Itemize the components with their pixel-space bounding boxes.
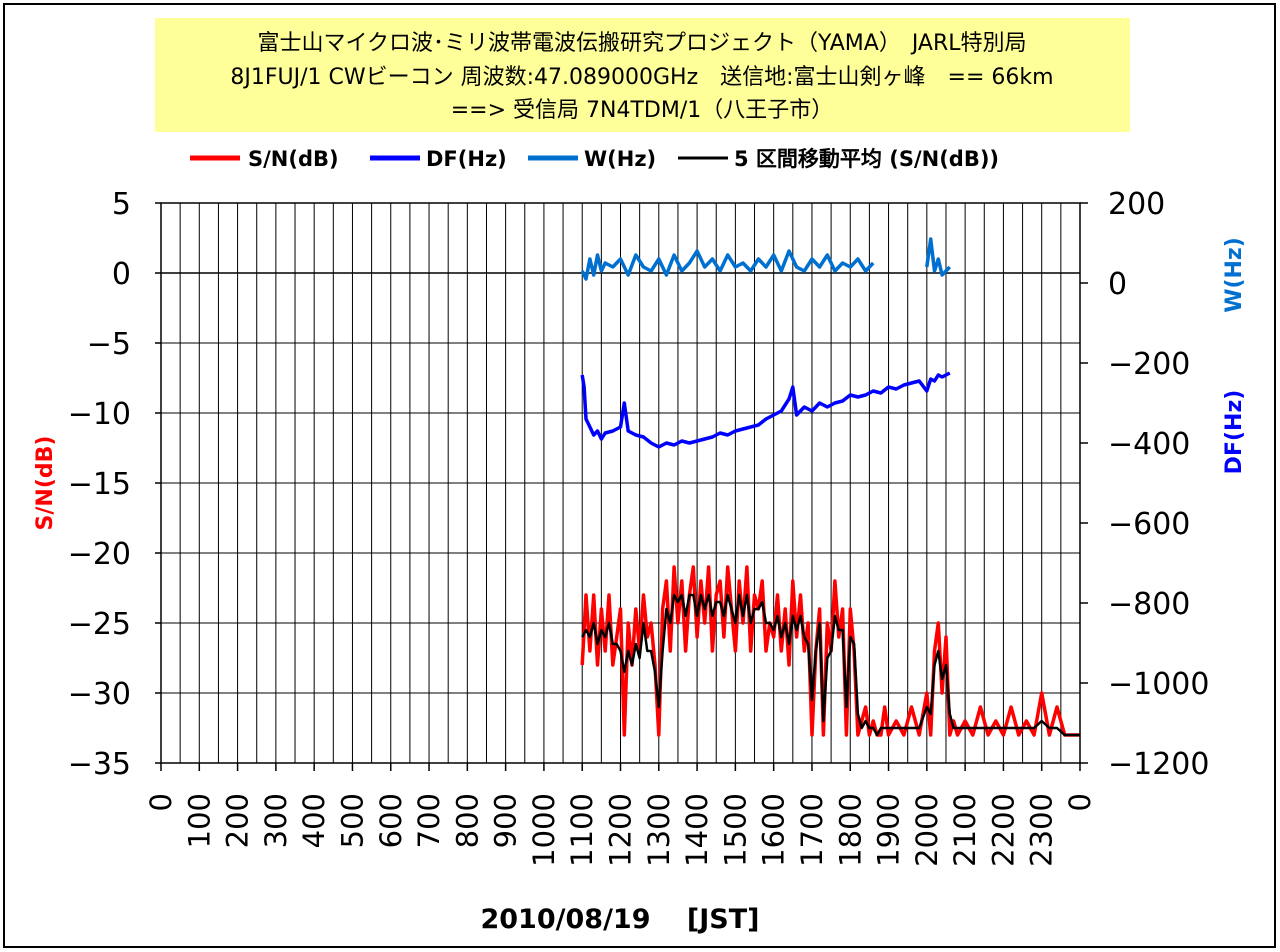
x-tick-label: 1100 bbox=[565, 793, 599, 867]
x-tick-label: 0 bbox=[144, 793, 178, 811]
x-tick-label: 2000 bbox=[910, 793, 944, 867]
x-tick-label: 600 bbox=[374, 793, 408, 848]
x-tick-label: 400 bbox=[297, 793, 331, 848]
legend: S/N(dB) DF(Hz) W(Hz) 5 区間移動平均 (S/N(dB)) bbox=[190, 147, 999, 171]
left-tick-label: −15 bbox=[68, 467, 131, 502]
plot-area bbox=[160, 202, 1081, 764]
right-tick-label: −800 bbox=[1108, 587, 1190, 622]
x-tick-label: 300 bbox=[259, 793, 293, 848]
left-axis-ticks: 5 0 −5 −10 −15 −20 −25 −30 −35 bbox=[68, 187, 161, 782]
right-axis-ticks: 200 0 −200 −400 −600 −800 −1000 −1200 bbox=[1080, 187, 1209, 782]
grid-lines bbox=[160, 202, 1081, 764]
x-tick-label: 800 bbox=[450, 793, 484, 848]
left-tick-label: −20 bbox=[68, 537, 131, 572]
right-tick-label: 0 bbox=[1108, 267, 1127, 302]
x-tick-label: 1300 bbox=[642, 793, 676, 867]
x-tick-label: 1500 bbox=[718, 793, 752, 867]
right-tick-label: −1200 bbox=[1108, 747, 1209, 782]
left-tick-label: −5 bbox=[87, 327, 131, 362]
series-w-line bbox=[580, 237, 952, 281]
left-tick-label: 0 bbox=[112, 257, 131, 292]
left-tick-label: −25 bbox=[68, 607, 131, 642]
x-axis-title: 2010/08/19 [JST] bbox=[480, 904, 759, 935]
x-tick-label: 2300 bbox=[1025, 793, 1059, 867]
left-axis-title: S/N(dB) bbox=[33, 436, 58, 531]
legend-label-w: W(Hz) bbox=[584, 147, 656, 171]
x-axis-ticks: 0 100 200 300 400 500 600 700 800 900 1000 1100 1200… bbox=[144, 763, 1097, 867]
x-tick-label: 100 bbox=[182, 793, 216, 848]
right-tick-label: 200 bbox=[1108, 187, 1165, 222]
left-tick-label: −35 bbox=[68, 747, 131, 782]
x-tick-label: 900 bbox=[489, 793, 523, 848]
legend-label-sn: S/N(dB) bbox=[248, 147, 339, 171]
title-line-1: 富士山マイクロ波･ミリ波帯電波伝搬研究プロジェクト（YAMA） JARL特別局 bbox=[257, 31, 1026, 56]
left-tick-label: 5 bbox=[112, 187, 131, 222]
x-tick-label: 1400 bbox=[680, 793, 714, 867]
x-tick-label: 700 bbox=[412, 793, 446, 848]
x-tick-label: 500 bbox=[335, 793, 369, 848]
x-tick-label: 2200 bbox=[986, 793, 1020, 867]
legend-label-df: DF(Hz) bbox=[426, 147, 507, 171]
x-tick-label: 1900 bbox=[872, 793, 906, 867]
title-line-3: ==> 受信局 7N4TDM/1（八王子市） bbox=[451, 98, 834, 123]
right-tick-label: −1000 bbox=[1108, 667, 1209, 702]
right-tick-label: −200 bbox=[1108, 347, 1190, 382]
right-tick-label: −400 bbox=[1108, 427, 1190, 462]
title-box bbox=[155, 18, 1130, 132]
x-tick-label: 0 bbox=[1063, 793, 1097, 811]
x-tick-label: 1600 bbox=[757, 793, 791, 867]
x-tick-label: 200 bbox=[221, 793, 255, 848]
right-axis-title-w: W(Hz) bbox=[1222, 237, 1247, 313]
series-layer bbox=[161, 237, 1080, 737]
right-tick-label: −600 bbox=[1108, 507, 1190, 542]
legend-label-ma: 5 区間移動平均 (S/N(dB)) bbox=[734, 147, 999, 171]
right-axis-title-df: DF(Hz) bbox=[1222, 390, 1247, 475]
left-tick-label: −30 bbox=[68, 677, 131, 712]
x-tick-label: 1800 bbox=[833, 793, 867, 867]
x-tick-label: 2100 bbox=[948, 793, 982, 867]
left-tick-label: −10 bbox=[68, 397, 131, 432]
series-ma-line bbox=[581, 593, 1080, 737]
x-tick-label: 1700 bbox=[795, 793, 829, 867]
title-line-2: 8J1FUJ/1 CWビーコン 周波数:47.089000GHz 送信地:富士山… bbox=[230, 65, 1053, 90]
series-df-line bbox=[580, 371, 951, 449]
x-tick-label: 1200 bbox=[604, 793, 638, 867]
x-tick-label: 1000 bbox=[527, 793, 561, 867]
